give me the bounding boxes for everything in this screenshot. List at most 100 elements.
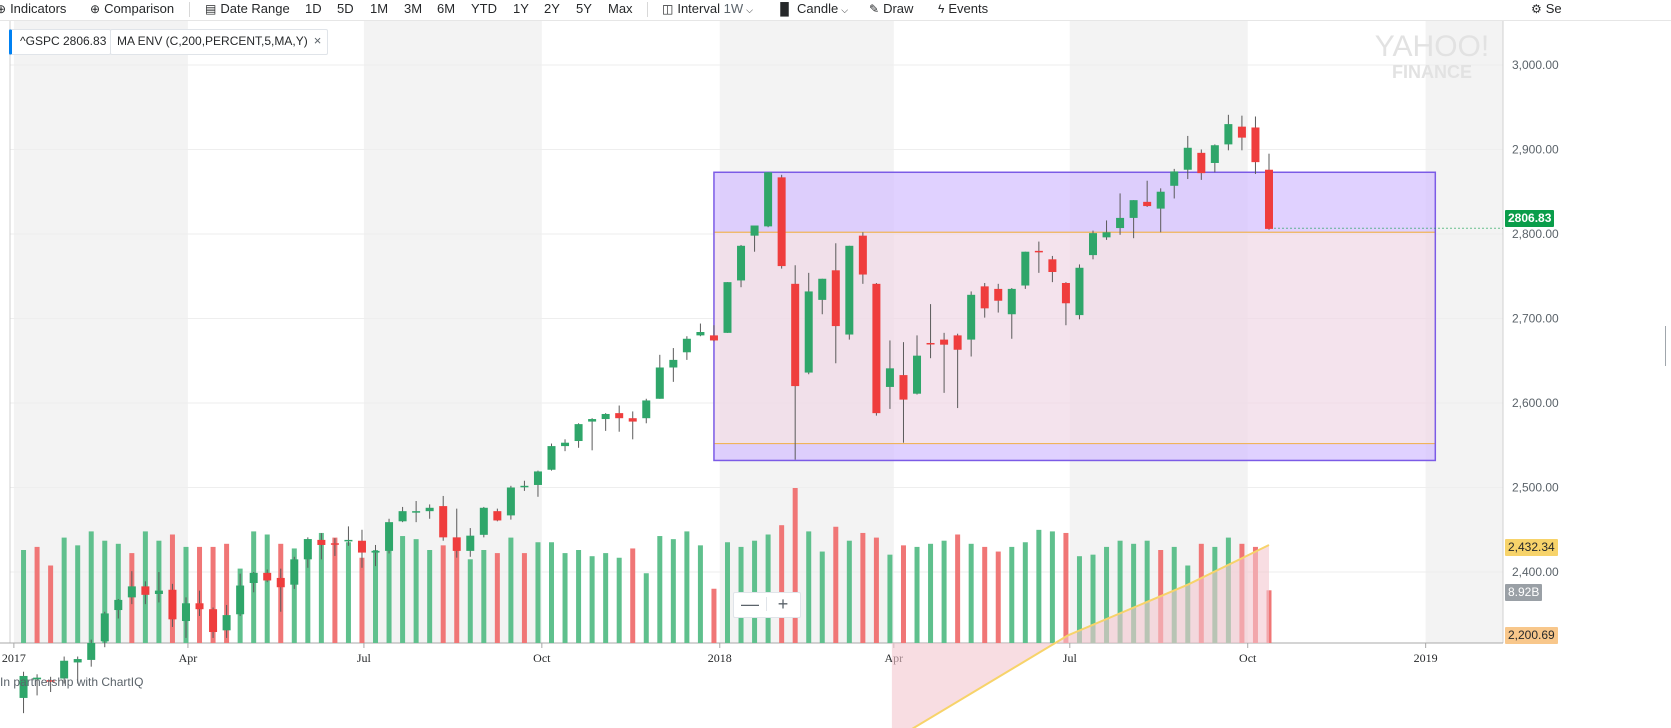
candle-body — [872, 283, 881, 414]
candle-body — [439, 506, 448, 538]
draw-button[interactable]: ✎ Draw — [869, 1, 913, 17]
candle-body — [533, 471, 542, 485]
candle-body — [885, 368, 894, 387]
candle-body — [33, 677, 42, 680]
candle-body — [222, 615, 231, 631]
candle-body — [1075, 267, 1084, 316]
volume-bar — [34, 546, 40, 643]
candle-body — [737, 245, 746, 281]
candle-body — [655, 367, 664, 399]
volume-bar — [887, 554, 893, 643]
candle-body — [926, 342, 935, 345]
candle-body — [845, 245, 854, 335]
volume-bar — [88, 531, 94, 643]
range-max-button[interactable]: Max — [608, 1, 633, 16]
candle-body — [1034, 250, 1043, 253]
volume-bar — [21, 550, 27, 643]
volume-bar — [521, 553, 527, 643]
yahoo-watermark: YAHOO! — [1375, 30, 1489, 63]
range-1y-button[interactable]: 1Y — [513, 1, 529, 16]
settings-button[interactable]: ⚙ Se — [1531, 1, 1562, 17]
envelope-lower-band — [713, 232, 1436, 444]
volume-bar — [576, 550, 582, 643]
interval-dropdown[interactable]: ◫ Interval 1W ⌵ — [662, 1, 753, 18]
interval-value: 1W — [723, 1, 744, 16]
x-tick-label: Oct — [1239, 651, 1257, 665]
close-icon[interactable]: × — [313, 33, 322, 48]
candle-body — [141, 586, 150, 595]
candle-body — [588, 419, 597, 422]
range-6m-button[interactable]: 6M — [437, 1, 456, 16]
candle-body — [127, 586, 136, 598]
zoom-in-button[interactable]: + — [777, 594, 789, 614]
candle-body — [114, 599, 123, 611]
indicators-button[interactable]: ⊕ Indicators — [0, 1, 66, 17]
chart-type-dropdown[interactable]: ▐▌ Candle ⌵ — [776, 1, 848, 18]
candle-body — [750, 225, 759, 236]
chart-toolbar: ⊕ Indicators ⊕ Comparison ▤ Date Range 1D 5… — [0, 0, 1671, 21]
volume-bar — [724, 542, 730, 643]
symbol-legend[interactable]: ^GSPC 2806.83 — [9, 29, 112, 55]
volume-bar — [1036, 529, 1042, 643]
volume-bar — [359, 557, 365, 643]
candle-body — [1116, 217, 1125, 229]
candle-body — [913, 355, 922, 394]
draw-label: Draw — [883, 1, 914, 16]
volume-bar — [1117, 540, 1123, 643]
volume-bar — [467, 559, 473, 643]
candle-body — [953, 335, 962, 350]
volume-bar — [1090, 554, 1096, 643]
study-legend[interactable]: MA ENV (C,200,PERCENT,5,MA,Y) × — [110, 29, 329, 55]
range-1d-button[interactable]: 1D — [305, 1, 322, 16]
y-tick-label: 2,700.00 — [1512, 311, 1559, 325]
volume-bar — [48, 565, 54, 643]
candle-body — [628, 418, 637, 422]
zoom-divider — [766, 597, 767, 611]
candle-body — [1129, 200, 1138, 218]
symbol-price: 2806.83 — [62, 34, 107, 48]
volume-bar — [1049, 531, 1055, 643]
range-2y-button[interactable]: 2Y — [544, 1, 560, 16]
range-3m-button[interactable]: 3M — [404, 1, 423, 16]
x-tick-label: Oct — [533, 651, 551, 665]
candle-body — [1089, 233, 1098, 256]
last-price-badge: 2806.83 — [1505, 210, 1555, 227]
volume-bar — [386, 540, 392, 643]
comparison-button[interactable]: ⊕ Comparison — [90, 1, 174, 17]
volume-bar — [1009, 546, 1015, 643]
candle-body — [263, 572, 272, 581]
candle-body — [899, 375, 908, 400]
candle-body — [723, 282, 732, 333]
volume-bar — [413, 539, 419, 643]
volume-bar — [264, 534, 270, 643]
candle-body — [330, 543, 339, 545]
finance-watermark: FINANCE — [1392, 62, 1472, 82]
candle-body — [87, 643, 96, 660]
volume-bar — [318, 532, 324, 643]
volume-bar — [900, 545, 906, 643]
settings-label: Se — [1545, 1, 1562, 16]
candle-body — [696, 332, 705, 336]
volume-bar — [955, 534, 961, 643]
range-5d-button[interactable]: 5D — [337, 1, 354, 16]
range-1m-button[interactable]: 1M — [370, 1, 389, 16]
volume-bar — [630, 548, 636, 643]
zoom-out-button[interactable]: — — [741, 594, 759, 614]
candle-body — [1048, 259, 1057, 272]
date-range-button[interactable]: ▤ Date Range — [205, 1, 290, 17]
lightning-icon: ϟ — [938, 2, 945, 16]
x-tick-label: Apr — [179, 651, 198, 665]
candle-body — [195, 603, 204, 610]
volume-bar — [61, 537, 67, 643]
candle-body — [249, 572, 258, 583]
events-button[interactable]: ϟ Events — [938, 1, 988, 17]
range-ytd-button[interactable]: YTD — [471, 1, 497, 16]
candle-body — [1183, 147, 1192, 170]
range-5y-button[interactable]: 5Y — [576, 1, 592, 16]
panel-drag-handle[interactable] — [1665, 326, 1671, 366]
volume-bar — [400, 536, 406, 643]
volume-bar — [603, 553, 609, 643]
candle-body — [1143, 201, 1152, 207]
quarter-shading — [1425, 21, 1503, 643]
